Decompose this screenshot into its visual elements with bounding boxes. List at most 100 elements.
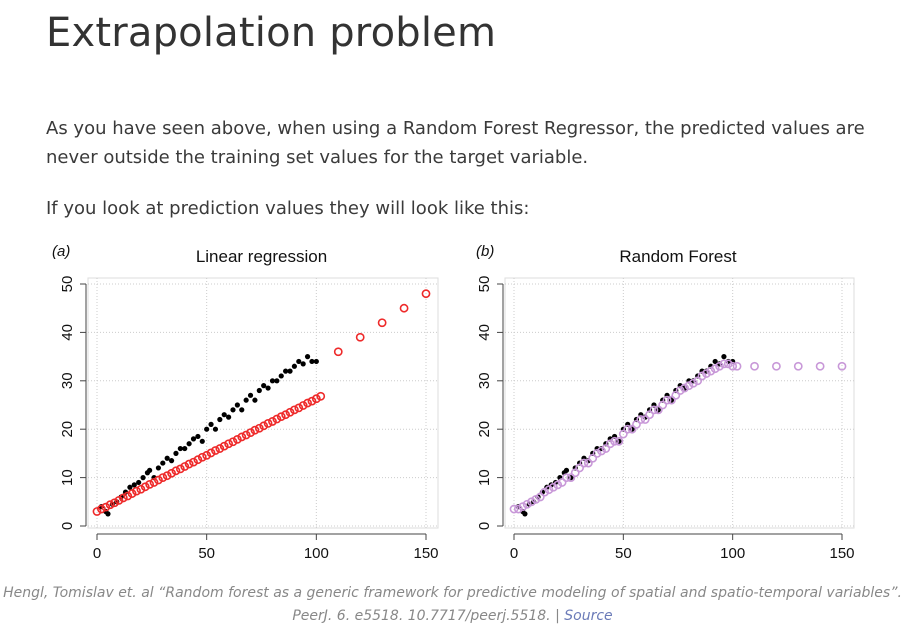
predicted-point bbox=[688, 378, 698, 388]
predicted-point bbox=[575, 463, 584, 473]
predicted-point bbox=[697, 371, 707, 381]
observed-point bbox=[182, 445, 188, 452]
panel-label: (b) bbox=[476, 243, 494, 260]
observed-point bbox=[283, 368, 289, 374]
predicted-point bbox=[118, 493, 128, 503]
predicted-point bbox=[531, 494, 541, 504]
observed-point bbox=[313, 358, 319, 365]
predicted-point bbox=[623, 424, 633, 434]
predicted-point bbox=[333, 347, 343, 357]
observed-point bbox=[261, 383, 267, 389]
predicted-point bbox=[175, 464, 185, 474]
observed-point bbox=[300, 361, 306, 367]
predicted-point bbox=[667, 395, 676, 405]
observed-point bbox=[274, 378, 280, 384]
predicted-point bbox=[101, 502, 111, 512]
observed-point bbox=[131, 482, 137, 488]
predicted-point bbox=[610, 436, 619, 446]
predicted-point bbox=[645, 410, 654, 420]
predicted-point bbox=[268, 417, 277, 426]
predicted-point bbox=[671, 390, 681, 400]
observed-point bbox=[173, 450, 179, 456]
predicted-point bbox=[158, 473, 168, 482]
predicted-point bbox=[772, 361, 781, 371]
predicted-point bbox=[557, 478, 567, 487]
predicted-point bbox=[837, 361, 847, 371]
predicted-point bbox=[228, 437, 238, 447]
y-tick-label: 20 bbox=[476, 421, 493, 438]
predicted-point bbox=[793, 361, 803, 371]
observed-point bbox=[168, 458, 175, 464]
y-tick-label: 50 bbox=[59, 276, 76, 293]
predicted-point bbox=[399, 303, 409, 313]
page-title: Extrapolation problem bbox=[46, 10, 497, 56]
predicted-point bbox=[702, 369, 711, 378]
predicted-point bbox=[259, 421, 269, 431]
predicted-point bbox=[263, 418, 273, 428]
observed-point bbox=[296, 358, 302, 365]
predicted-point bbox=[627, 424, 637, 434]
predicted-point bbox=[548, 482, 558, 492]
predicted-point bbox=[298, 401, 308, 410]
predicted-point bbox=[601, 444, 611, 453]
predicted-point bbox=[241, 430, 251, 440]
predicted-point bbox=[728, 361, 738, 371]
predicted-point bbox=[132, 486, 141, 496]
observed-point bbox=[239, 407, 245, 413]
predicted-point bbox=[171, 466, 181, 476]
y-tick-label: 30 bbox=[59, 372, 76, 389]
source-link[interactable]: Source bbox=[564, 608, 613, 624]
y-tick-label: 0 bbox=[59, 522, 76, 530]
x-tick-label: 50 bbox=[615, 545, 632, 562]
plot-frame bbox=[504, 277, 855, 529]
predicted-point bbox=[311, 394, 321, 404]
predicted-point bbox=[553, 480, 563, 490]
observed-point bbox=[204, 426, 210, 432]
observed-point bbox=[247, 392, 254, 398]
y-tick-label: 10 bbox=[476, 469, 493, 486]
predicted-point bbox=[307, 396, 317, 406]
predicted-point bbox=[732, 361, 742, 371]
predicted-point bbox=[246, 428, 255, 437]
predicted-point bbox=[684, 381, 694, 391]
predicted-point bbox=[715, 361, 724, 371]
predicted-point bbox=[96, 504, 106, 514]
observed-point bbox=[265, 385, 271, 391]
predicted-point bbox=[202, 450, 212, 460]
observed-point bbox=[190, 436, 197, 442]
predicted-point bbox=[540, 487, 550, 497]
observed-point bbox=[291, 363, 297, 369]
observed-point bbox=[127, 484, 133, 490]
x-tick-label: 150 bbox=[413, 545, 438, 562]
predicted-point bbox=[815, 361, 825, 371]
predicted-point bbox=[294, 403, 304, 413]
observed-point bbox=[212, 426, 219, 432]
observed-point bbox=[217, 416, 223, 423]
predicted-point bbox=[254, 423, 264, 433]
predicted-point bbox=[285, 407, 295, 417]
predicted-point bbox=[232, 434, 242, 444]
predicted-point bbox=[140, 482, 150, 492]
predicted-point bbox=[649, 405, 659, 415]
observed-point bbox=[177, 445, 183, 452]
observed-point bbox=[522, 511, 528, 517]
predicted-point bbox=[605, 439, 615, 449]
predicted-point bbox=[197, 452, 207, 462]
predicted-point bbox=[544, 485, 554, 495]
observed-point bbox=[234, 402, 240, 408]
observed-point bbox=[140, 475, 146, 481]
predicted-point bbox=[719, 359, 729, 369]
predicted-point bbox=[105, 500, 115, 510]
panel-random-forest: 0 50 100 150 0 10 20 30 40 50 (b) Random Forest bbox=[476, 243, 855, 562]
observed-point bbox=[712, 358, 718, 365]
predicted-point bbox=[92, 507, 102, 516]
observed-point bbox=[230, 407, 236, 413]
predicted-point bbox=[750, 361, 759, 371]
data-points bbox=[92, 289, 431, 517]
lead-in-paragraph: If you look at prediction values they wi… bbox=[46, 198, 530, 219]
x-tick-label: 50 bbox=[198, 545, 215, 562]
observed-point bbox=[160, 460, 166, 466]
predicted-point bbox=[193, 455, 203, 465]
y-tick-label: 0 bbox=[476, 522, 493, 530]
